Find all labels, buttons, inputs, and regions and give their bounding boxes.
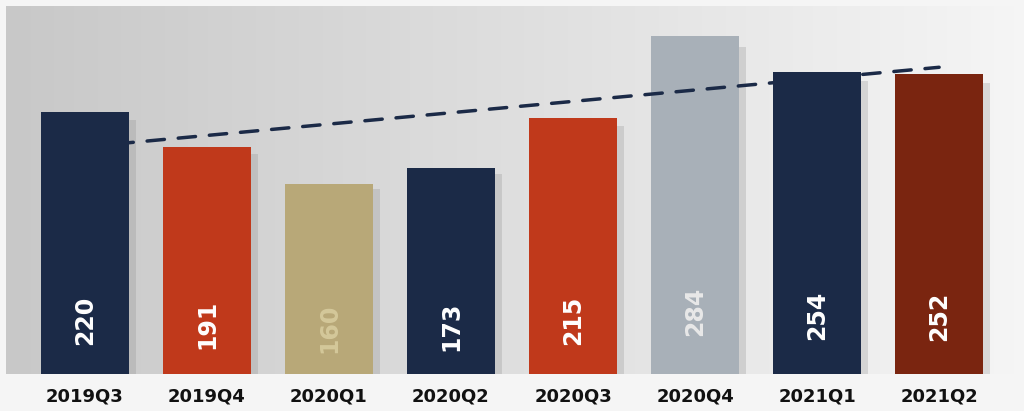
Text: 254: 254: [805, 291, 829, 340]
FancyBboxPatch shape: [537, 126, 625, 374]
Text: 160: 160: [317, 303, 341, 353]
Text: 220: 220: [73, 296, 97, 345]
FancyBboxPatch shape: [292, 189, 380, 374]
FancyBboxPatch shape: [780, 81, 868, 374]
Text: 284: 284: [683, 287, 707, 337]
Bar: [529, 118, 616, 374]
Text: 215: 215: [561, 296, 585, 346]
Bar: [163, 147, 251, 374]
FancyBboxPatch shape: [170, 154, 258, 374]
FancyBboxPatch shape: [48, 120, 136, 374]
Text: 191: 191: [195, 299, 219, 349]
Text: 173: 173: [439, 302, 463, 351]
FancyBboxPatch shape: [658, 46, 746, 374]
Bar: [651, 37, 739, 374]
FancyBboxPatch shape: [902, 83, 990, 374]
Text: 252: 252: [927, 291, 951, 341]
Bar: [285, 184, 373, 374]
Bar: [41, 112, 129, 374]
Bar: [773, 72, 861, 374]
FancyBboxPatch shape: [415, 174, 502, 374]
Bar: [408, 168, 495, 374]
Bar: [895, 74, 983, 374]
